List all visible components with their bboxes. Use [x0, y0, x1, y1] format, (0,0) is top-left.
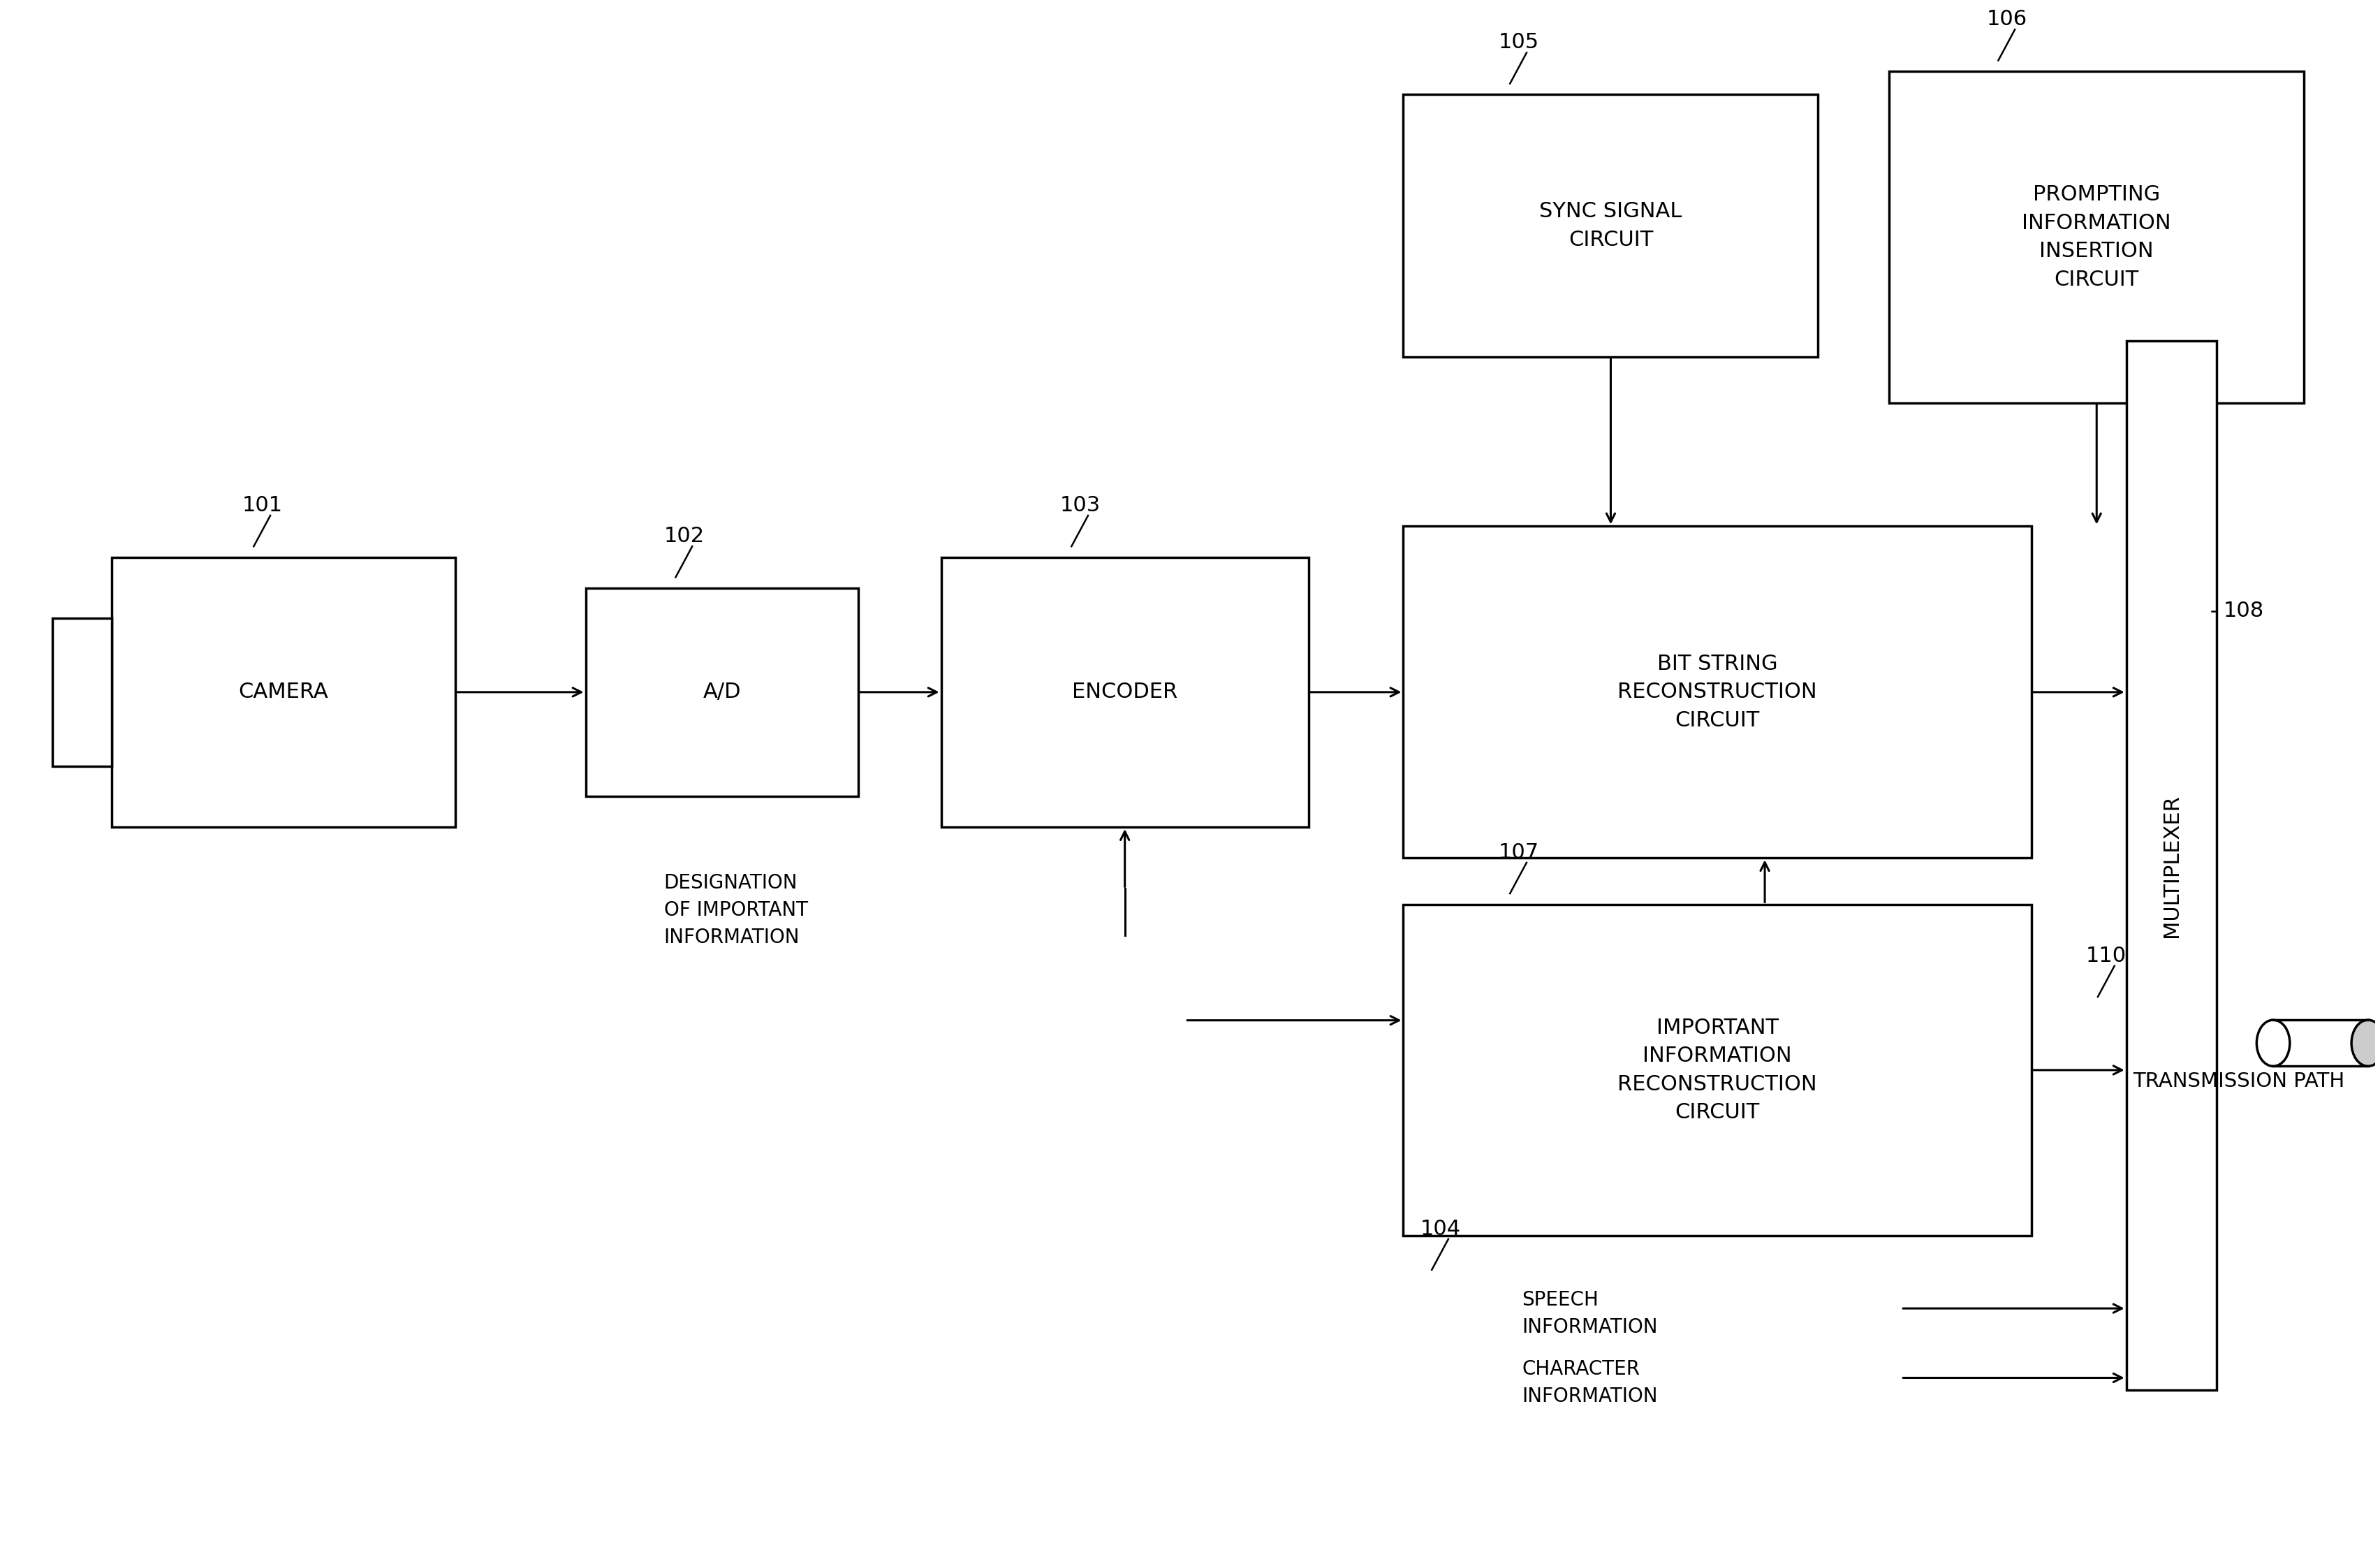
- Bar: [52, 618, 112, 766]
- Text: 110: 110: [2085, 945, 2128, 965]
- Text: BIT STRING
RECONSTRUCTION
CIRCUIT: BIT STRING RECONSTRUCTION CIRCUIT: [1618, 654, 1816, 730]
- Text: 104: 104: [1421, 1219, 1461, 1239]
- Text: 107: 107: [1497, 842, 1540, 863]
- Bar: [1404, 95, 1818, 357]
- Bar: [2125, 341, 2216, 1390]
- Text: DESIGNATION
OF IMPORTANT
INFORMATION: DESIGNATION OF IMPORTANT INFORMATION: [664, 873, 807, 948]
- Bar: [1890, 72, 2304, 403]
- Text: 102: 102: [664, 526, 704, 547]
- Bar: [585, 589, 859, 796]
- Ellipse shape: [2256, 1020, 2290, 1067]
- Text: CHARACTER
INFORMATION: CHARACTER INFORMATION: [1521, 1359, 1659, 1406]
- Bar: [1404, 526, 2033, 858]
- Text: CAMERA: CAMERA: [238, 682, 328, 702]
- Text: 101: 101: [243, 495, 283, 515]
- Ellipse shape: [2351, 1020, 2380, 1067]
- Text: 103: 103: [1059, 495, 1100, 515]
- Bar: [940, 557, 1309, 827]
- Text: ENCODER: ENCODER: [1071, 682, 1178, 702]
- Text: A/D: A/D: [702, 682, 740, 702]
- Bar: [112, 557, 455, 827]
- Text: PROMPTING
INFORMATION
INSERTION
CIRCUIT: PROMPTING INFORMATION INSERTION CIRCUIT: [2023, 184, 2171, 290]
- Text: 106: 106: [1987, 9, 2028, 30]
- Text: SPEECH
INFORMATION: SPEECH INFORMATION: [1521, 1289, 1659, 1337]
- Text: 108: 108: [2223, 601, 2263, 621]
- Bar: [2273, 1020, 2368, 1067]
- Text: IMPORTANT
INFORMATION
RECONSTRUCTION
CIRCUIT: IMPORTANT INFORMATION RECONSTRUCTION CIR…: [1618, 1018, 1816, 1123]
- Text: TRANSMISSION PATH: TRANSMISSION PATH: [2132, 1071, 2344, 1091]
- Text: SYNC SIGNAL
CIRCUIT: SYNC SIGNAL CIRCUIT: [1540, 201, 1683, 249]
- Text: MULTIPLEXER: MULTIPLEXER: [2161, 794, 2182, 937]
- Text: 105: 105: [1497, 33, 1540, 53]
- Bar: [1404, 905, 2033, 1236]
